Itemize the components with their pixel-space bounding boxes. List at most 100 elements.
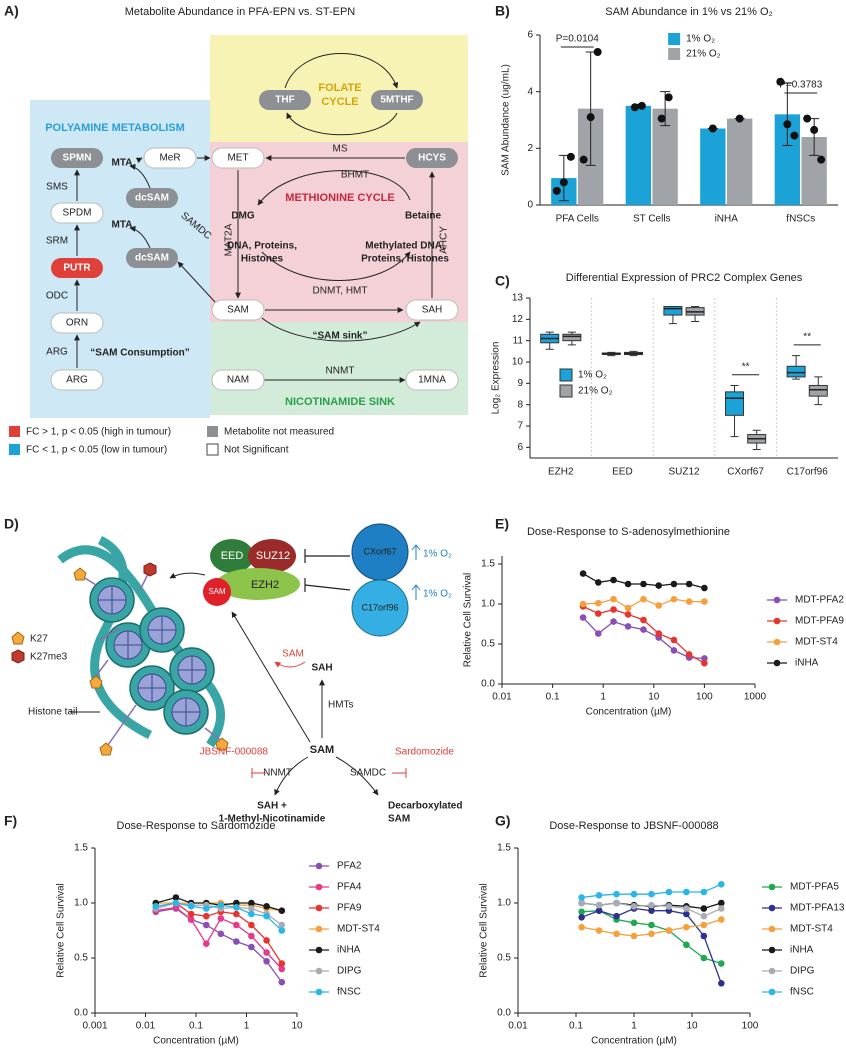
x-axis-label: Concentration (µM) (153, 1036, 239, 1047)
data-point (613, 899, 620, 907)
metabolite-node (406, 148, 458, 168)
legend-label: fNSC (790, 987, 814, 998)
x-tick-label: 1 (600, 692, 606, 703)
data-point (640, 616, 647, 624)
legend-swatch (207, 426, 218, 437)
data-point (701, 584, 708, 592)
data-point (610, 595, 617, 603)
data-point (640, 626, 647, 633)
legend-marker (773, 659, 781, 667)
data-point (670, 636, 678, 644)
chart-title: Dose-Response to JBSNF-000088 (549, 820, 718, 832)
data-point (685, 598, 693, 605)
pathway-label: MTA (112, 158, 133, 169)
data-point (610, 576, 617, 584)
y-tick-label: 7 (517, 421, 523, 432)
legend-marker (315, 988, 323, 996)
metabolite-label: 1MNA (418, 375, 446, 386)
replicate-point (664, 93, 673, 102)
data-point (578, 908, 585, 916)
product: 1-Methyl-Nicotinamide (219, 814, 326, 825)
inhibitor: JBSNF-000088 (200, 747, 269, 758)
metabolite-node (405, 369, 459, 391)
data-point (248, 899, 255, 907)
data-point (610, 606, 617, 613)
data-point (630, 903, 638, 910)
series-line (581, 907, 722, 984)
data-point (578, 894, 585, 901)
box (562, 333, 582, 342)
legend-marker (768, 904, 776, 912)
replicate-point (637, 101, 646, 110)
legend-label: Not Significant (224, 445, 289, 456)
replicate-point (630, 103, 639, 112)
regulator-note: 1% O₂ (423, 589, 452, 600)
legend-label: DIPG (337, 966, 362, 977)
x-tick-label: ST Cells (633, 214, 671, 225)
region-label: POLYAMINE METABOLISM (45, 122, 185, 134)
region-label: NICOTINAMIDE SINK (285, 396, 395, 408)
legend-swatch (668, 48, 681, 60)
chart: E) Dose-Response to S-adenosylmethionine 0… (463, 516, 845, 718)
data-point (700, 921, 708, 929)
arrow (274, 756, 309, 796)
legend-marker (315, 904, 323, 912)
folate-region (210, 35, 468, 142)
data-point (613, 890, 620, 898)
metabolite-node (126, 248, 178, 268)
data-point (701, 659, 708, 667)
tail-label: Histone tail (28, 707, 77, 718)
box (808, 384, 828, 397)
legend-label: 1% O₂ (686, 34, 715, 45)
data-point (648, 921, 655, 929)
pathway-label: NNMT (263, 768, 292, 779)
legend-swatch (9, 426, 20, 437)
y-tick-label: 2 (527, 143, 533, 154)
legend-label: MDT-PFA5 (790, 882, 839, 893)
bar (625, 105, 652, 205)
data-point (700, 912, 708, 920)
data-point (263, 903, 270, 910)
ezh2 (216, 568, 300, 600)
y-tick-label: 0.5 (74, 953, 88, 964)
data-point (700, 954, 708, 962)
y-tick-label: 13 (512, 293, 524, 304)
y-tick-label: 8 (517, 399, 523, 410)
data-point (263, 937, 270, 944)
x-tick-label: 1000 (744, 692, 767, 703)
replicate-point (586, 113, 595, 122)
pathway-label: Histones (241, 254, 284, 265)
legend-marker (773, 638, 781, 646)
enzyme-label: ARG (46, 347, 68, 358)
data-point (640, 580, 647, 588)
product: Decarboxylated (388, 801, 462, 812)
legend-label: MDT-PFA2 (795, 595, 844, 606)
chart-title: SAM Abundance in 1% vs 21% O₂ (605, 6, 773, 18)
legend-marker (773, 617, 781, 625)
metabolite-label: ORN (66, 318, 88, 329)
legend-label: MDT-PFA9 (795, 616, 844, 627)
data-point (248, 932, 255, 940)
metabolite-label: SAH (422, 305, 443, 316)
pathway-label: Methylated DNA, (365, 241, 445, 252)
annotation: P=0.3783 (779, 80, 823, 91)
data-point (595, 901, 603, 909)
data-point (655, 630, 663, 637)
replicate-point (817, 155, 826, 164)
data-point (172, 894, 180, 901)
data-point (717, 960, 725, 967)
legend-label: DIPG (790, 966, 815, 977)
replicate-point (552, 186, 561, 195)
box (725, 391, 745, 416)
data-point (187, 916, 195, 923)
enzyme-label: MS (333, 144, 348, 155)
replicate-point (790, 131, 799, 140)
data-point (595, 892, 603, 899)
y-tick-label: 1.5 (74, 843, 88, 854)
y-tick-label: 0.0 (481, 679, 495, 690)
legend-marker (315, 946, 323, 954)
data-point (578, 899, 585, 907)
replicate-point (735, 114, 744, 123)
enzyme-label: MAT2A (224, 223, 235, 256)
